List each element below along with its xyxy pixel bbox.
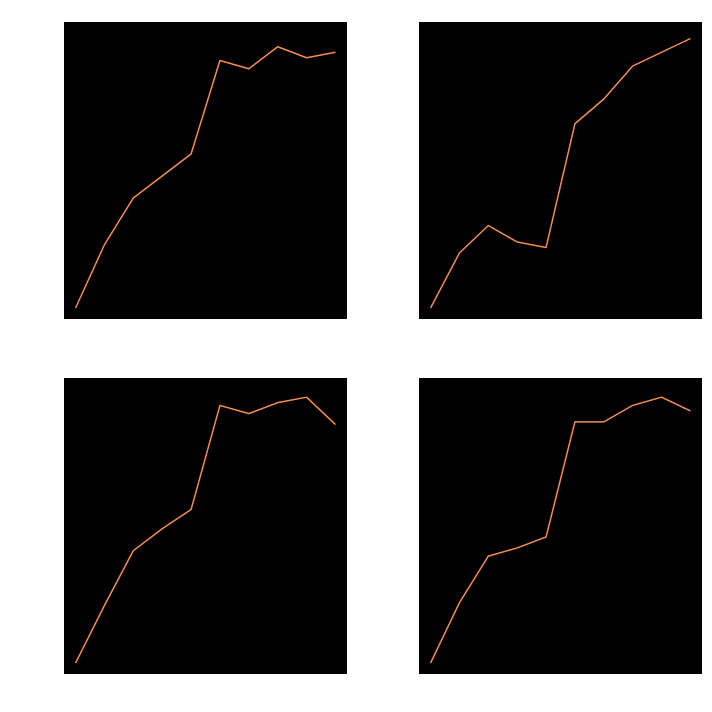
series-line-top-right-0	[429, 37, 691, 309]
series-line-bottom-left-0	[74, 396, 336, 664]
series-line-bottom-right-0	[429, 396, 691, 664]
plot-area-top-right	[429, 37, 691, 309]
plot-area-bottom-left	[74, 396, 336, 664]
subplot-bottom-right	[419, 378, 702, 674]
subplot-top-left	[64, 22, 347, 319]
subplot-bottom-left	[64, 378, 347, 674]
plot-area-bottom-right	[429, 396, 691, 664]
subplot-top-right	[419, 22, 702, 319]
plot-area-top-left	[74, 46, 336, 309]
series-line-top-left-0	[74, 46, 336, 309]
